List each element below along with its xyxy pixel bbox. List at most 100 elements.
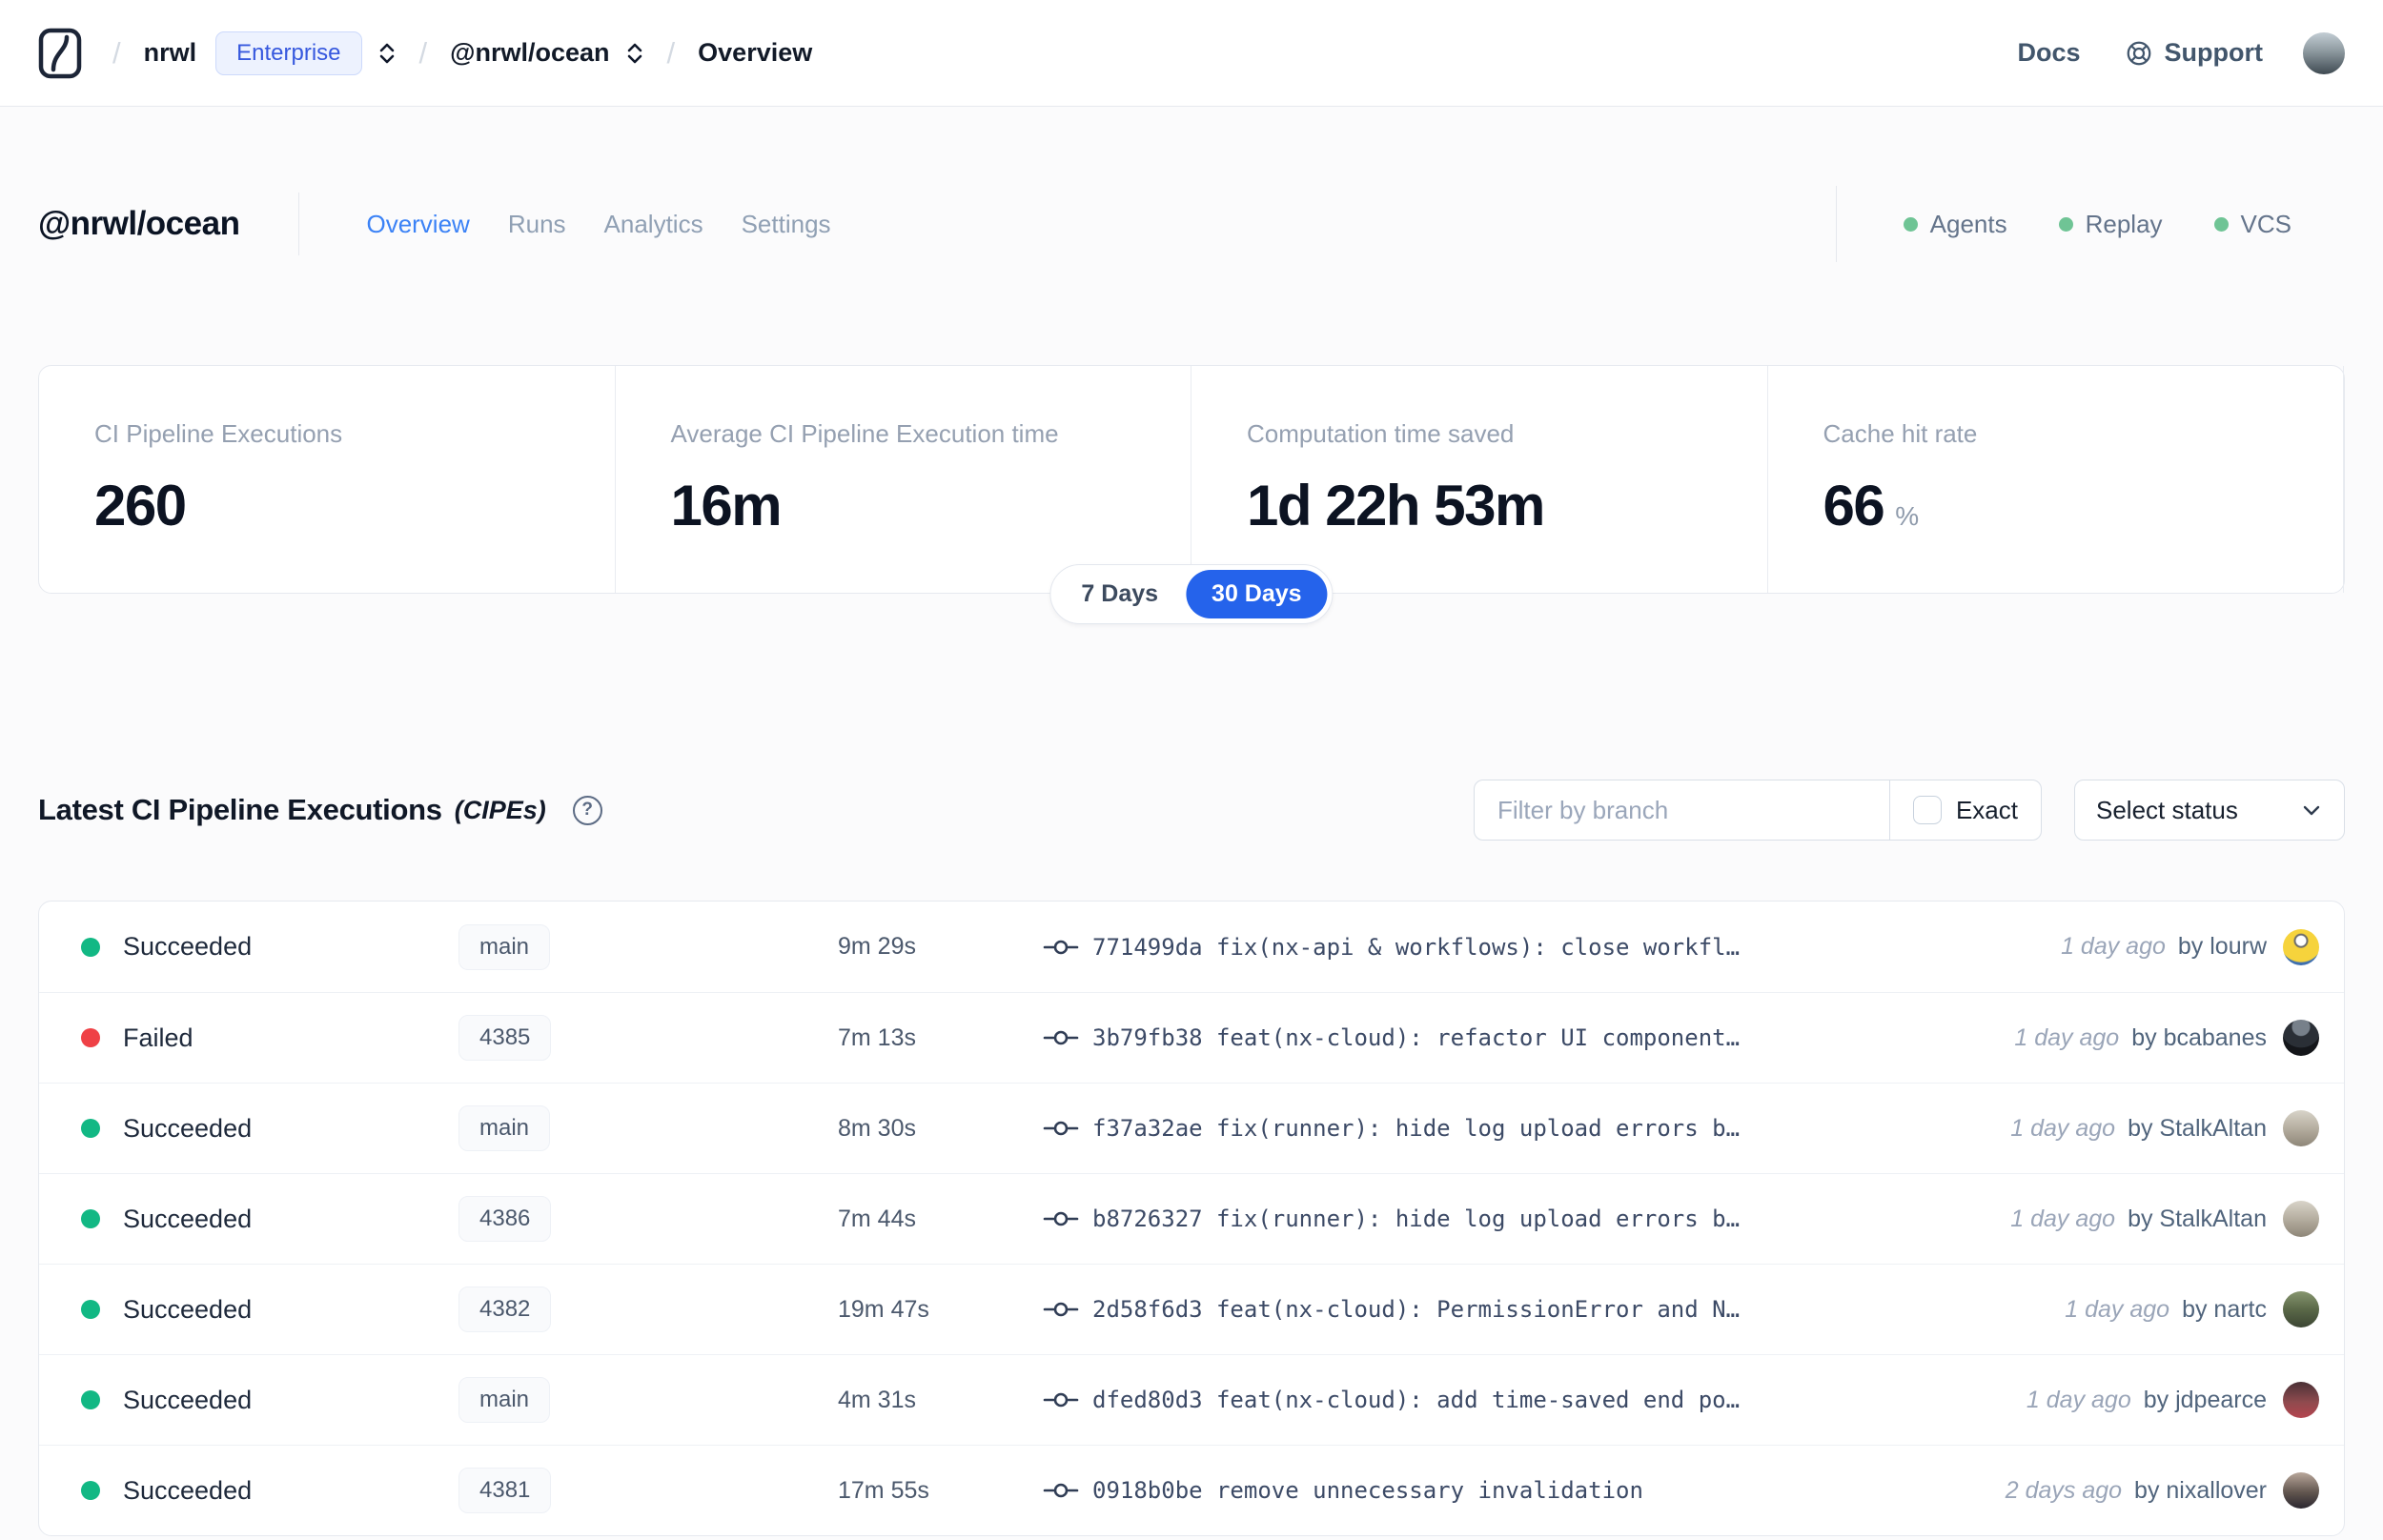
- table-row[interactable]: Failed 4385 7m 13s 3b79fb38 feat(nx-cloud…: [39, 992, 2344, 1083]
- status-label: Succeeded: [123, 1113, 253, 1143]
- time-ago: 1 day ago: [2065, 1295, 2170, 1323]
- status-indicator-agents[interactable]: Agents: [1903, 210, 2007, 239]
- time-ago: 2 days ago: [2005, 1476, 2123, 1504]
- support-label: Support: [2164, 38, 2263, 67]
- enterprise-badge[interactable]: Enterprise: [215, 30, 362, 75]
- cipe-title-suffix: (CIPEs): [454, 795, 546, 824]
- status-dot: [81, 1119, 100, 1138]
- range-30-days-button[interactable]: 30 Days: [1186, 570, 1328, 618]
- commit-message[interactable]: 2d58f6d3 feat(nx-cloud): PermissionError …: [1092, 1296, 1741, 1323]
- author-avatar[interactable]: [2283, 928, 2319, 965]
- table-row[interactable]: Succeeded main 4m 31s dfed80d3 feat(nx-cl…: [39, 1354, 2344, 1445]
- green-dot-icon: [2213, 216, 2229, 232]
- branch-badge: 4382: [458, 1287, 552, 1332]
- time-ago: 1 day ago: [2026, 1386, 2131, 1413]
- author-avatar[interactable]: [2283, 1472, 2319, 1509]
- commit-icon: [1043, 1388, 1079, 1411]
- status-label: Failed: [123, 1023, 193, 1052]
- author: by nartc: [2182, 1295, 2267, 1323]
- stat-ci-pipeline-executions: CI Pipeline Executions 260: [39, 366, 616, 593]
- breadcrumb-separator: /: [666, 35, 676, 70]
- date-range-toggle: 7 Days 30 Days: [1049, 564, 1334, 624]
- status-dot: [81, 1209, 100, 1228]
- author-avatar[interactable]: [2283, 1291, 2319, 1327]
- status-dot: [81, 1390, 100, 1409]
- status-dot: [81, 1481, 100, 1500]
- lifebuoy-icon: [2127, 41, 2150, 65]
- workspace-selector-chevron-icon[interactable]: [625, 40, 644, 67]
- exact-checkbox[interactable]: [1912, 796, 1942, 824]
- commit-message[interactable]: 0918b0be remove unnecessary invalidation: [1092, 1477, 1643, 1504]
- status-label: Succeeded: [123, 1204, 253, 1233]
- author-avatar[interactable]: [2283, 1201, 2319, 1237]
- breadcrumb-separator: /: [112, 35, 121, 70]
- table-row[interactable]: Succeeded main 8m 30s f37a32ae fix(runner…: [39, 1083, 2344, 1173]
- duration: 7m 13s: [838, 1023, 916, 1051]
- commit-message[interactable]: 3b79fb38 feat(nx-cloud): refactor UI comp…: [1092, 1024, 1741, 1051]
- status-dot: [81, 1300, 100, 1319]
- status-indicator-replay[interactable]: Replay: [2058, 210, 2163, 239]
- org-selector-chevron-icon[interactable]: [377, 40, 397, 67]
- duration: 9m 29s: [838, 933, 916, 960]
- user-avatar[interactable]: [2303, 31, 2345, 74]
- divider: [1888, 780, 1890, 840]
- status-label: Succeeded: [123, 1294, 253, 1324]
- status-select[interactable]: Select status: [2074, 780, 2345, 841]
- branch-badge: main: [458, 923, 551, 970]
- chevron-down-icon: [2303, 805, 2320, 816]
- table-row[interactable]: Succeeded 4386 7m 44s b8726327 fix(runner…: [39, 1173, 2344, 1264]
- top-navbar: / nrwl Enterprise / @nrwl/ocean / Overvi…: [0, 0, 2383, 107]
- stat-average-execution-time: Average CI Pipeline Execution time 16m: [616, 366, 1192, 593]
- commit-message[interactable]: b8726327 fix(runner): hide log upload err…: [1092, 1206, 1741, 1232]
- commit-message[interactable]: dfed80d3 feat(nx-cloud): add time-saved e…: [1092, 1387, 1741, 1413]
- branch-badge: main: [458, 1377, 551, 1423]
- branch-badge: main: [458, 1105, 551, 1151]
- workspace-header: @nrwl/ocean Overview Runs Analytics Sett…: [38, 186, 2345, 262]
- tab-analytics[interactable]: Analytics: [603, 209, 703, 238]
- table-row[interactable]: Succeeded main 9m 29s 771499da fix(nx-api…: [39, 902, 2344, 992]
- tab-runs[interactable]: Runs: [507, 209, 566, 238]
- tab-overview[interactable]: Overview: [366, 209, 470, 238]
- author-avatar[interactable]: [2283, 1110, 2319, 1146]
- support-link[interactable]: Support: [2125, 38, 2263, 68]
- branch-badge: 4381: [458, 1468, 552, 1513]
- commit-message[interactable]: 771499da fix(nx-api & workflows): close w…: [1092, 933, 1741, 961]
- duration: 17m 55s: [838, 1476, 929, 1504]
- time-ago: 1 day ago: [2010, 1114, 2116, 1142]
- branch-filter-input[interactable]: [1475, 780, 1889, 840]
- commit-icon: [1043, 1298, 1079, 1321]
- range-7-days-button[interactable]: 7 Days: [1055, 570, 1184, 618]
- stat-cache-hit-rate: Cache hit rate 66%: [1768, 366, 2344, 593]
- nx-cloud-logo-icon[interactable]: [38, 28, 82, 79]
- table-row[interactable]: Succeeded 4381 17m 55s 0918b0be remove un…: [39, 1445, 2344, 1535]
- status-dot: [81, 1028, 100, 1047]
- breadcrumb-page: Overview: [698, 38, 813, 67]
- time-ago: 1 day ago: [2010, 1205, 2116, 1232]
- author-avatar[interactable]: [2283, 1020, 2319, 1056]
- exact-match-toggle[interactable]: Exact: [1890, 780, 2041, 840]
- breadcrumb-workspace[interactable]: @nrwl/ocean: [450, 38, 610, 67]
- commit-icon: [1043, 1207, 1079, 1230]
- time-ago: 1 day ago: [2014, 1023, 2120, 1051]
- author: by lourw: [2177, 933, 2267, 960]
- commit-message[interactable]: f37a32ae fix(runner): hide log upload err…: [1092, 1115, 1741, 1142]
- cipe-table: Succeeded main 9m 29s 771499da fix(nx-api…: [38, 901, 2345, 1536]
- author-avatar[interactable]: [2283, 1382, 2319, 1418]
- help-icon[interactable]: ?: [572, 795, 602, 825]
- commit-icon: [1043, 1026, 1079, 1049]
- stats-card: CI Pipeline Executions 260 Average CI Pi…: [38, 365, 2345, 624]
- breadcrumb-org[interactable]: nrwl: [143, 38, 197, 67]
- author: by bcabanes: [2131, 1023, 2267, 1051]
- cipe-filter-controls: Exact Select status: [1474, 780, 2345, 841]
- author: by nixallover: [2134, 1476, 2267, 1504]
- author: by StalkAltan: [2128, 1205, 2267, 1232]
- tab-settings[interactable]: Settings: [741, 209, 831, 238]
- status-indicator-vcs[interactable]: VCS: [2213, 210, 2291, 239]
- table-row[interactable]: Succeeded 4382 19m 47s 2d58f6d3 feat(nx-c…: [39, 1264, 2344, 1354]
- branch-filter-group: Exact: [1474, 780, 2042, 841]
- cipe-section-header: Latest CI Pipeline Executions (CIPEs) ? …: [38, 780, 2345, 841]
- docs-link[interactable]: Docs: [2017, 38, 2081, 67]
- workspace-title: @nrwl/ocean: [38, 205, 240, 242]
- green-dot-icon: [2058, 216, 2073, 232]
- commit-icon: [1043, 1479, 1079, 1502]
